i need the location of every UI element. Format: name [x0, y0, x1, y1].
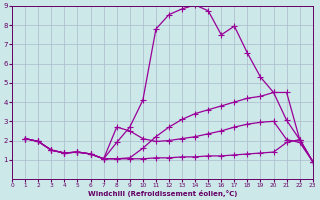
X-axis label: Windchill (Refroidissement éolien,°C): Windchill (Refroidissement éolien,°C)	[88, 190, 237, 197]
